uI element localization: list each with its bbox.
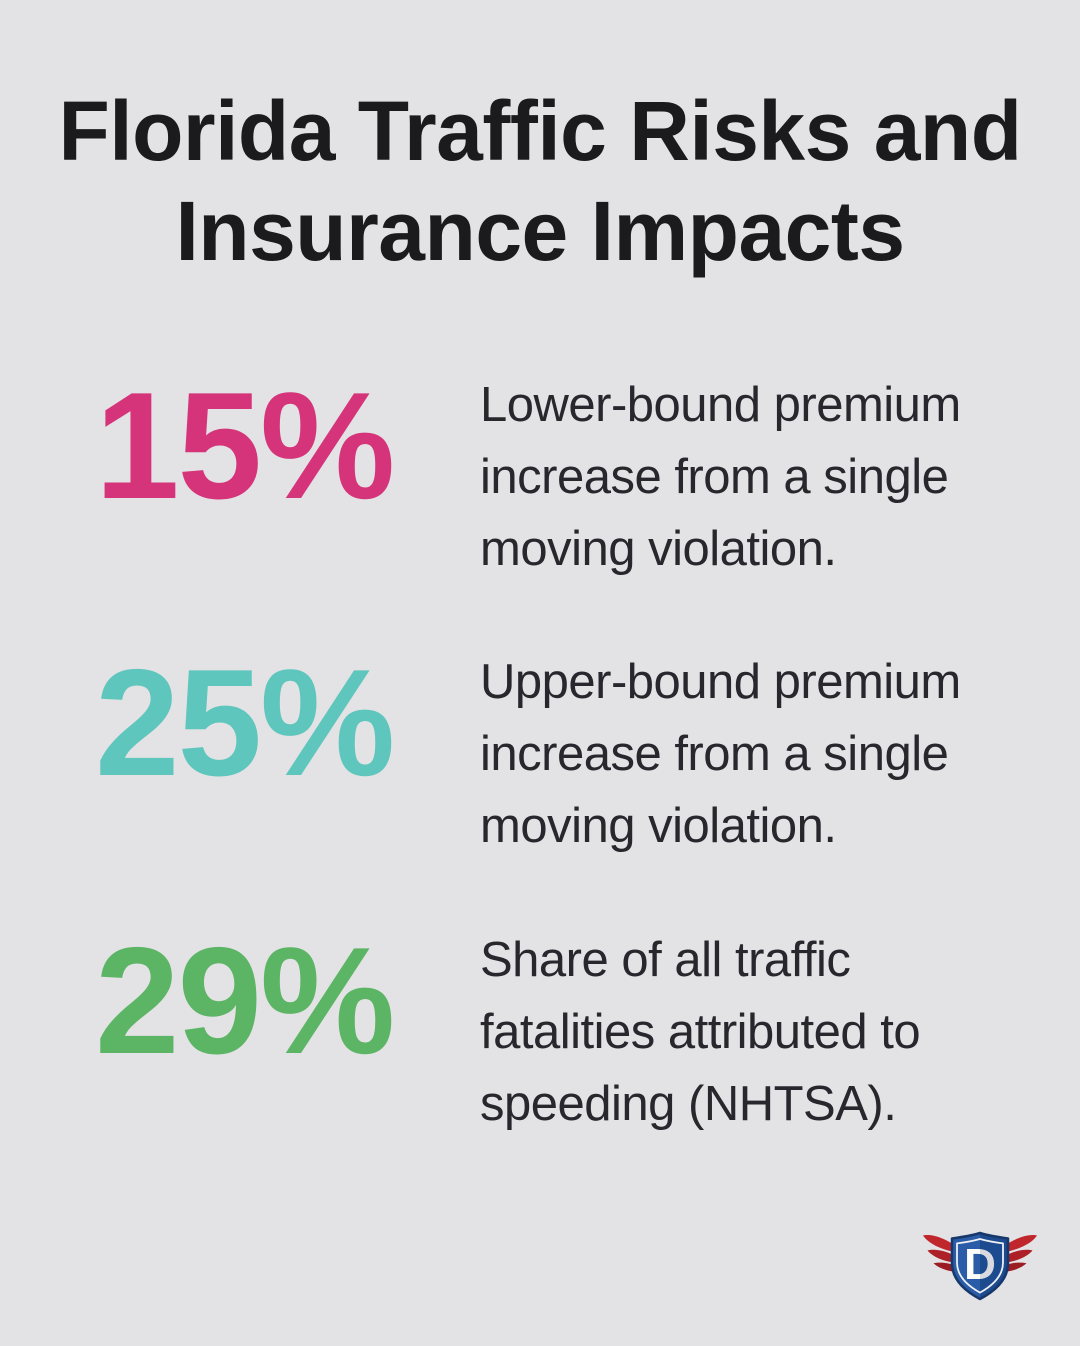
stat-description-line: Upper-bound premium [480,655,961,709]
stat-description-line: moving violation. [480,799,837,853]
stat-value-15-percent: 15% [95,361,395,531]
brand-shield-logo-icon: D [923,1231,1037,1301]
title-line-2: Insurance Impacts [175,184,905,278]
stat-value-29-percent: 29% [95,916,395,1086]
shield-icon [950,1231,1010,1301]
title-line-1: Florida Traffic Risks and [58,84,1022,178]
stat-value-25-percent: 25% [95,638,395,808]
stat-description: Share of all traffic fatalities attribut… [480,924,921,1140]
stat-description-line: Share of all traffic [480,933,851,987]
stat-description-line: Lower-bound premium [480,378,961,432]
logo-letter: D [964,1240,996,1289]
stat-description-line: fatalities attributed to [480,1005,921,1059]
stat-description-line: increase from a single [480,727,949,781]
stat-description: Upper-bound premium increase from a sing… [480,646,961,862]
stat-description-line: speeding (NHTSA). [480,1077,897,1131]
stat-row-upper-bound-premium: 25% Upper-bound premium increase from a … [95,647,995,877]
stat-description: Lower-bound premium increase from a sing… [480,369,961,585]
stat-description-line: increase from a single [480,450,949,504]
page-title: Florida Traffic Risks and Insurance Impa… [0,81,1080,281]
stat-row-speeding-fatalities: 29% Share of all traffic fatalities attr… [95,925,995,1155]
stat-row-lower-bound-premium: 15% Lower-bound premium increase from a … [95,370,995,600]
stat-description-line: moving violation. [480,522,837,576]
